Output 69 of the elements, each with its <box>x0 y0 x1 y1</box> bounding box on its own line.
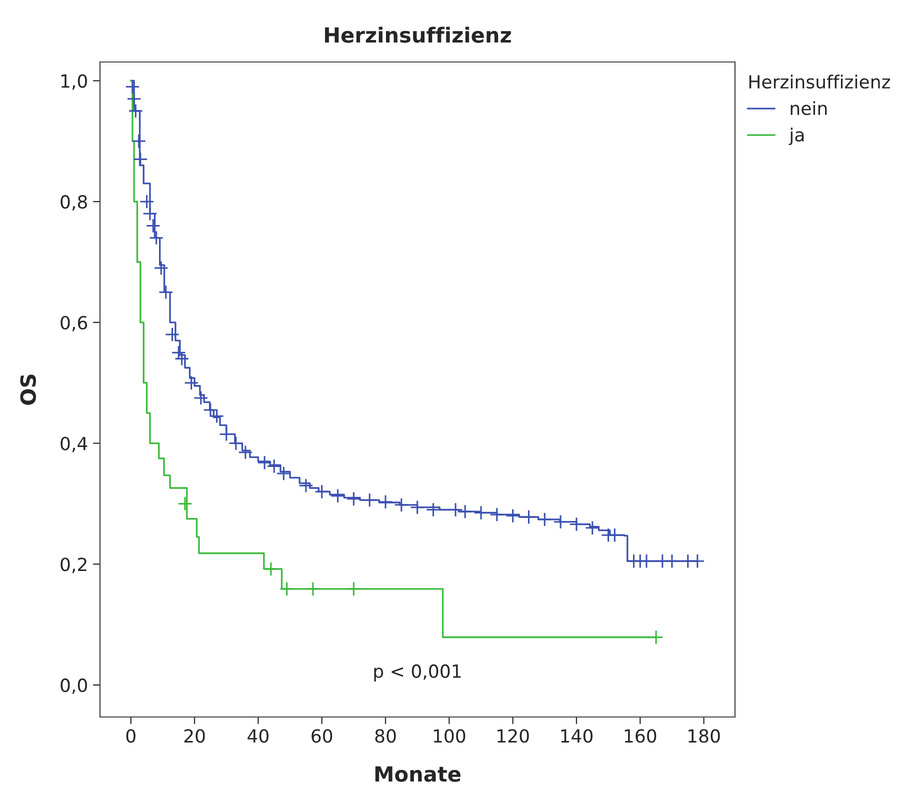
point <box>154 260 168 276</box>
x-tick-label: 80 <box>375 729 396 743</box>
chart-title: Herzinsuffizienz <box>325 26 511 43</box>
point <box>164 327 180 342</box>
point <box>330 488 346 504</box>
point <box>426 502 441 518</box>
point <box>394 498 409 512</box>
point <box>521 510 536 524</box>
point <box>209 408 224 424</box>
point <box>664 554 680 568</box>
point <box>128 104 143 118</box>
point <box>148 230 164 246</box>
point <box>690 554 705 568</box>
x-axis-title: Monate <box>375 766 461 782</box>
x-tick-label: 100 <box>434 729 466 743</box>
point <box>194 390 208 406</box>
point <box>276 466 292 481</box>
point <box>346 582 362 596</box>
point <box>266 458 282 474</box>
x-tick-label: 40 <box>248 729 268 743</box>
point <box>537 512 552 527</box>
point <box>174 351 190 366</box>
y-tick-label: 0,4 <box>60 436 88 452</box>
point <box>458 504 472 519</box>
point <box>553 514 568 530</box>
x-tick-label: 140 <box>561 729 593 743</box>
point <box>346 492 362 506</box>
point <box>131 134 146 149</box>
point <box>264 562 278 576</box>
y-tick-label: 0,2 <box>60 558 86 574</box>
x-tick-label: 0 <box>126 729 136 743</box>
x-tick-label: 160 <box>624 729 656 743</box>
point <box>298 478 314 493</box>
point <box>306 582 320 596</box>
point <box>158 284 174 300</box>
y-tick-label: 0,8 <box>60 195 87 211</box>
point <box>378 494 393 510</box>
legend-label: nein <box>790 101 827 116</box>
point <box>639 554 654 568</box>
point <box>203 402 218 418</box>
point <box>607 528 622 542</box>
point <box>410 500 425 515</box>
point <box>314 484 330 499</box>
point <box>184 376 199 390</box>
point <box>178 496 192 512</box>
point <box>228 436 244 451</box>
point <box>257 455 272 470</box>
x-tick-label: 180 <box>688 729 720 743</box>
legend-title: Herzinsuffizienz <box>749 74 890 89</box>
point <box>279 582 294 596</box>
point <box>362 492 377 508</box>
point <box>238 444 253 460</box>
point <box>505 508 520 524</box>
legend-label: ja <box>788 128 804 146</box>
x-tick-label: 120 <box>498 729 529 743</box>
point <box>490 507 504 522</box>
y-tick-label: 1,0 <box>61 74 87 90</box>
point <box>126 92 142 106</box>
y-axis-title: OS <box>20 374 36 405</box>
point <box>171 345 186 360</box>
point <box>146 218 161 234</box>
y-tick-label: 0,6 <box>60 316 88 332</box>
y-tick-label: 0,0 <box>60 678 87 694</box>
annotation: p < 0,001 <box>374 664 461 682</box>
point <box>585 520 600 536</box>
point <box>142 206 158 222</box>
x-tick-label: 20 <box>184 729 205 743</box>
point <box>139 194 154 209</box>
x-tick-label: 60 <box>312 729 332 743</box>
